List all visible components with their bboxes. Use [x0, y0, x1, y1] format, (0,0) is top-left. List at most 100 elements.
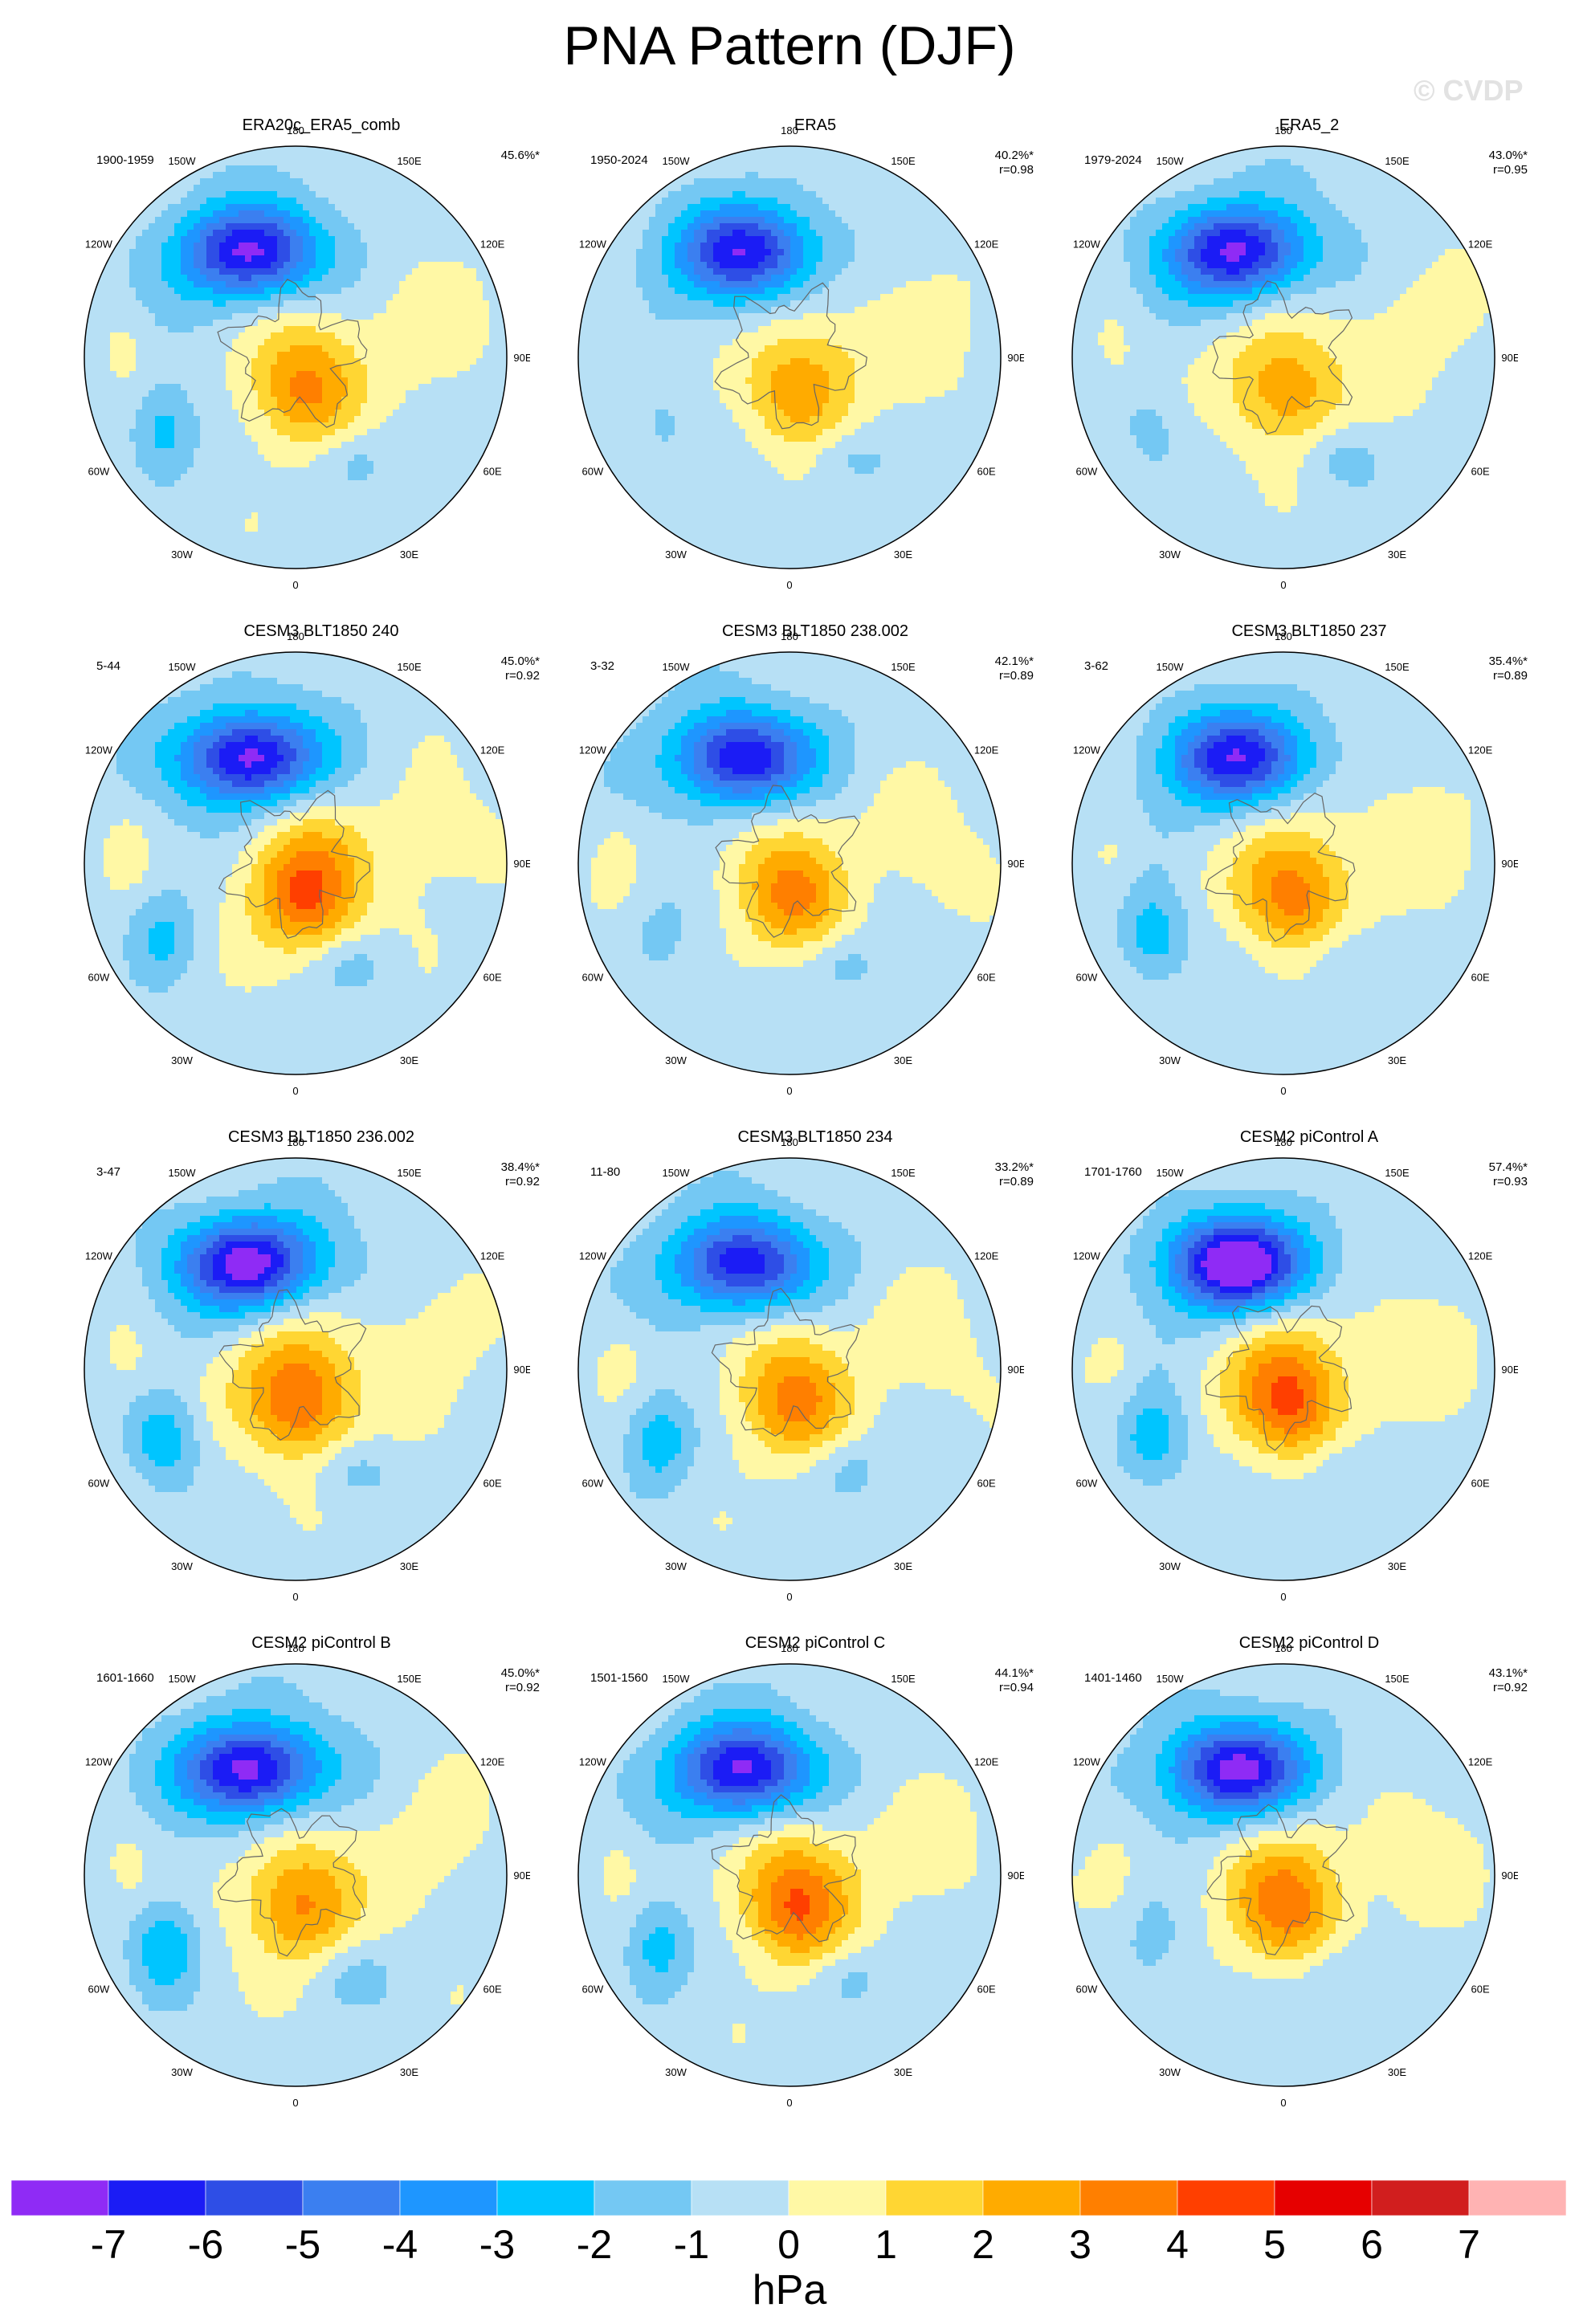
map-boundary — [577, 651, 1002, 1075]
longitude-label: 60E — [483, 1478, 502, 1490]
longitude-label: 150W — [1157, 661, 1185, 673]
longitude-label: 120W — [1073, 744, 1101, 756]
longitude-label: 30W — [665, 548, 687, 561]
longitude-label: 60E — [1471, 1984, 1490, 1996]
polar-map: 180150E120E90E60E30E030W60W90W120W150W — [577, 630, 1024, 1097]
coastline — [1206, 1804, 1355, 1955]
longitude-label: 0 — [292, 1591, 298, 1603]
colorbar-swatch — [1371, 2179, 1470, 2216]
longitude-label: 30W — [171, 2066, 193, 2078]
longitude-label: 60E — [1471, 466, 1490, 478]
colorbar-swatch — [982, 2179, 1081, 2216]
longitude-label: 60W — [1076, 972, 1098, 984]
panel-period: 1601-1660 — [96, 1671, 154, 1685]
longitude-label: 90E — [1501, 352, 1518, 364]
longitude-label: 120E — [974, 744, 999, 756]
colorbar-swatch — [788, 2179, 887, 2216]
longitude-label: 180 — [1275, 124, 1292, 137]
panel-title: CESM3 BLT1850 237 — [1068, 622, 1550, 641]
longitude-label: 60W — [88, 466, 110, 478]
panel-period: 3-32 — [590, 659, 614, 673]
colorbar-unit: hPa — [0, 2266, 1579, 2314]
polar-map: 180150E120E90E60E30E030W60W90W120W150W — [1071, 630, 1518, 1097]
longitude-label: 120W — [85, 1250, 113, 1262]
longitude-label: 180 — [287, 630, 304, 642]
longitude-label: 0 — [786, 1591, 792, 1603]
colorbar-swatch — [1177, 2179, 1275, 2216]
longitude-label: 60E — [483, 972, 502, 984]
variance-explained: 57.4%* — [1489, 1160, 1528, 1175]
longitude-label: 30E — [894, 1054, 912, 1066]
panel-stats: 43.0%* r=0.95 — [1489, 149, 1528, 177]
longitude-label: 120W — [1073, 239, 1101, 251]
panel-title: CESM2 piControl A — [1068, 1128, 1550, 1147]
panel-stats: 44.1%* r=0.94 — [995, 1666, 1034, 1695]
longitude-label: 150W — [663, 155, 691, 167]
longitude-label: 180 — [287, 1642, 304, 1654]
polar-map: 180150E120E90E60E30E030W60W90W120W150W — [1071, 1136, 1518, 1603]
polar-map: 180150E120E90E60E30E030W60W90W120W150W — [84, 630, 530, 1097]
map-panel: CESM3 BLT1850 234 11-80 33.2%* r=0.89 180 150… — [574, 1128, 1056, 1610]
map-boundary — [577, 1157, 1002, 1581]
colorbar — [10, 2179, 1569, 2223]
longitude-label: 90E — [1007, 858, 1024, 870]
longitude-label: 180 — [287, 1136, 304, 1148]
panel-stats: 40.2%* r=0.98 — [995, 149, 1034, 177]
longitude-label: 150W — [1157, 1673, 1185, 1685]
pattern-correlation: r=0.92 — [501, 1175, 540, 1189]
polar-map: 180150E120E90E60E30E030W60W90W120W150W — [84, 1642, 530, 2109]
colorbar-swatch — [1274, 2179, 1373, 2216]
panel-stats: 33.2%* r=0.89 — [995, 1160, 1034, 1189]
longitude-label: 60W — [582, 972, 604, 984]
longitude-label: 150W — [663, 661, 691, 673]
panel-stats: 38.4%* r=0.92 — [501, 1160, 540, 1189]
longitude-label: 90E — [1007, 1364, 1024, 1376]
figure-title: PNA Pattern (DJF) — [0, 14, 1579, 77]
map-panel: CESM3 BLT1850 237 3-62 35.4%* r=0.89 180 150E… — [1068, 622, 1550, 1104]
colorbar-tick-label: -2 — [562, 2221, 626, 2268]
longitude-label: 90E — [1501, 858, 1518, 870]
longitude-label: 180 — [781, 1136, 798, 1148]
longitude-label: 150W — [663, 1673, 691, 1685]
polar-map: 180150E120E90E60E30E030W60W90W120W150W — [1071, 124, 1518, 591]
variance-explained: 42.1%* — [995, 654, 1034, 669]
panel-stats: 45.0%* r=0.92 — [501, 1666, 540, 1695]
panel-stats: 45.6%* — [501, 149, 540, 163]
longitude-label: 150E — [1385, 1167, 1410, 1179]
longitude-label: 180 — [781, 124, 798, 137]
pressure-anomaly-field — [84, 1664, 507, 2086]
longitude-label: 180 — [781, 1642, 798, 1654]
longitude-label: 0 — [786, 1085, 792, 1097]
longitude-label: 60E — [483, 466, 502, 478]
longitude-label: 90E — [513, 352, 530, 364]
longitude-label: 30E — [1388, 1054, 1406, 1066]
panel-stats: 42.1%* r=0.89 — [995, 654, 1034, 683]
longitude-label: 120E — [1468, 1250, 1493, 1262]
longitude-label: 90E — [1007, 1869, 1024, 1882]
pattern-correlation: r=0.95 — [1489, 163, 1528, 177]
longitude-label: 0 — [1280, 1085, 1286, 1097]
map-panel: CESM3 BLT1850 240 5-44 45.0%* r=0.92 180 150E… — [80, 622, 562, 1104]
coastline — [715, 785, 860, 938]
longitude-label: 30E — [1388, 2066, 1406, 2078]
colorbar-swatch — [205, 2179, 304, 2216]
panel-stats: 43.1%* r=0.92 — [1489, 1666, 1528, 1695]
variance-explained: 44.1%* — [995, 1666, 1034, 1681]
longitude-label: 60W — [582, 466, 604, 478]
colorbar-swatch — [594, 2179, 692, 2216]
map-panel: CESM2 piControl C 1501-1560 44.1%* r=0.94 18… — [574, 1634, 1056, 2116]
panel-period: 1701-1760 — [1084, 1165, 1142, 1179]
longitude-label: 90E — [513, 1869, 530, 1882]
longitude-label: 150E — [891, 661, 916, 673]
polar-map: 180150E120E90E60E30E030W60W90W120W150W — [1071, 1642, 1518, 2109]
map-boundary — [1071, 651, 1495, 1075]
polar-map: 180150E120E90E60E30E030W60W90W120W150W — [84, 1136, 530, 1603]
longitude-label: 150E — [891, 1167, 916, 1179]
pattern-correlation: r=0.89 — [995, 669, 1034, 683]
map-boundary — [84, 145, 508, 569]
longitude-label: 30W — [1159, 548, 1181, 561]
longitude-label: 60E — [977, 1984, 996, 1996]
longitude-label: 120W — [85, 744, 113, 756]
colorbar-swatch — [885, 2179, 984, 2216]
pattern-correlation: r=0.92 — [501, 669, 540, 683]
